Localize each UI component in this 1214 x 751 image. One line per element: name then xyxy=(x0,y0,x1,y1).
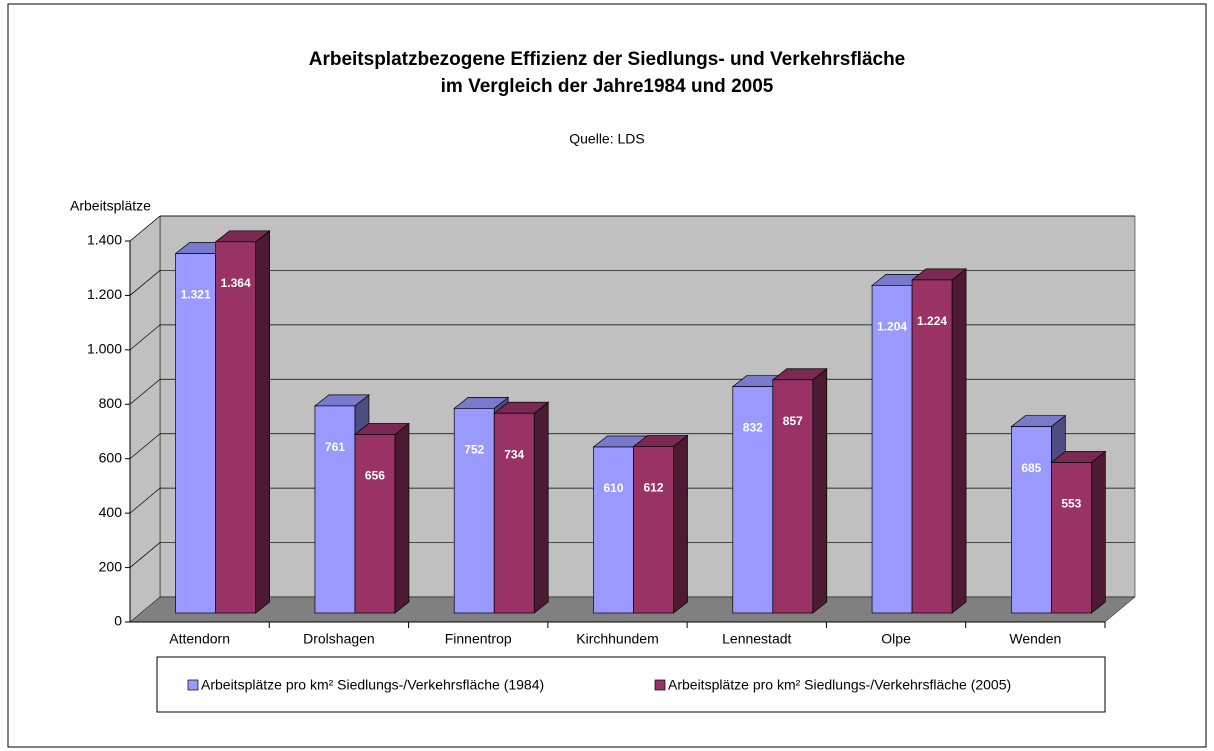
value-label: 656 xyxy=(365,469,385,483)
y-tick-label: 0 xyxy=(114,613,122,629)
x-tick-label: Kirchhundem xyxy=(576,631,659,647)
value-label: 832 xyxy=(743,421,763,435)
bar-side xyxy=(255,230,270,614)
grid-line xyxy=(129,433,161,459)
legend-label: Arbeitsplätze pro km² Siedlungs-/Verkehr… xyxy=(201,677,544,693)
y-tick-label: 1.000 xyxy=(87,341,122,357)
chart-title: im Vergleich der Jahre1984 und 2005 xyxy=(441,76,774,97)
y-tick-label: 600 xyxy=(99,449,123,465)
value-label: 553 xyxy=(1061,497,1081,511)
bar xyxy=(593,446,634,614)
y-tick-label: 400 xyxy=(99,504,123,520)
value-label: 752 xyxy=(464,443,484,457)
x-tick-label: Drolshagen xyxy=(303,631,375,647)
value-label: 761 xyxy=(325,440,345,454)
side-wall xyxy=(129,215,161,623)
bar-side xyxy=(394,422,410,614)
x-tick-label: Lennestadt xyxy=(722,631,791,647)
bar xyxy=(911,279,953,614)
x-tick-label: Attendorn xyxy=(169,631,230,647)
value-label: 1.204 xyxy=(877,320,907,334)
value-label: 610 xyxy=(603,481,623,495)
value-label: 1.321 xyxy=(181,288,211,302)
value-label: 734 xyxy=(504,447,524,461)
bar xyxy=(732,386,774,614)
bar-side xyxy=(812,368,828,614)
legend xyxy=(156,656,1106,713)
value-label: 1.364 xyxy=(221,276,251,290)
value-label: 612 xyxy=(643,481,663,495)
legend-swatch xyxy=(654,679,666,691)
value-label: 857 xyxy=(783,414,803,428)
y-tick-label: 1.200 xyxy=(87,286,122,302)
grid-line xyxy=(129,324,161,351)
bar xyxy=(175,253,216,614)
bar xyxy=(871,284,913,614)
y-tick-label: 800 xyxy=(99,395,123,411)
legend-label: Arbeitsplätze pro km² Siedlungs-/Verkehr… xyxy=(668,677,1011,693)
chart-subtitle: Quelle: LDS xyxy=(569,131,644,147)
bar xyxy=(1011,426,1052,614)
bar-side xyxy=(533,401,549,614)
bar-side xyxy=(1091,450,1106,614)
grid-line xyxy=(129,215,161,242)
bar xyxy=(1051,462,1092,614)
bar xyxy=(493,412,535,614)
grid-line xyxy=(129,542,161,568)
y-tick-label: 200 xyxy=(99,558,123,574)
value-label: 685 xyxy=(1021,461,1041,475)
y-axis-label: Arbeitsplätze xyxy=(70,198,151,214)
x-tick-label: Finnentrop xyxy=(445,631,512,647)
legend-swatch xyxy=(187,679,199,691)
grid-line xyxy=(129,379,161,405)
bar xyxy=(314,405,356,614)
grid-line xyxy=(129,487,161,514)
bar xyxy=(354,434,396,614)
bar xyxy=(215,241,256,614)
bar xyxy=(633,446,674,614)
x-tick-label: Wenden xyxy=(1009,631,1061,647)
bar xyxy=(453,407,495,614)
value-label: 1.224 xyxy=(917,314,947,328)
bar-side xyxy=(673,434,688,614)
bar-side xyxy=(951,268,967,614)
y-tick-label: 1.400 xyxy=(87,232,122,248)
chart-title: Arbeitsplatzbezogene Effizienz der Siedl… xyxy=(309,49,906,70)
grid-line xyxy=(129,270,161,296)
bar xyxy=(772,379,814,614)
x-tick-label: Olpe xyxy=(881,631,911,647)
